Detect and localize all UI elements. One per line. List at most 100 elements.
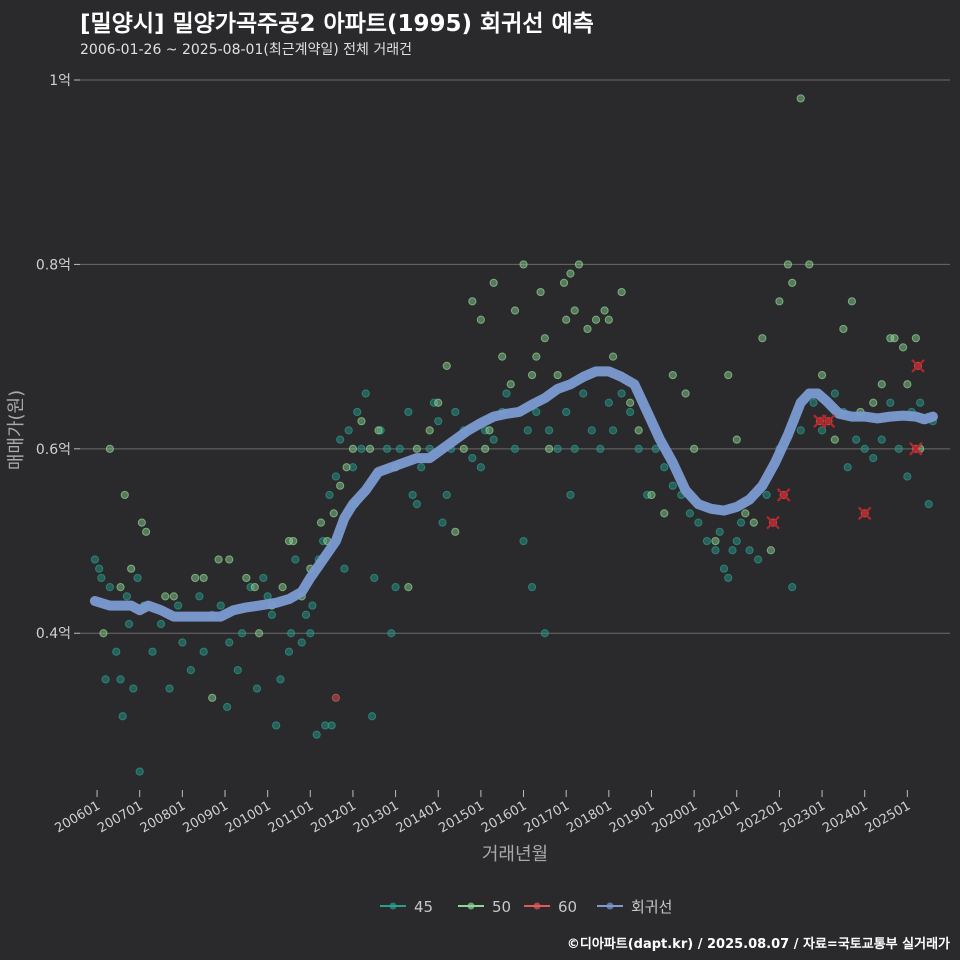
- point-50-92: [886, 334, 895, 343]
- point-45-130: [877, 435, 886, 444]
- point-45-101: [643, 490, 652, 500]
- point-50-47: [510, 306, 520, 315]
- point-50-5: [137, 518, 146, 527]
- point-50-87: [839, 324, 848, 334]
- point-50-8: [169, 592, 178, 601]
- point-45-3: [101, 675, 110, 684]
- point-45-133: [903, 472, 912, 481]
- point-45-12: [135, 767, 144, 776]
- point-50-69: [660, 509, 669, 518]
- legend-label-s50: 50: [492, 898, 511, 916]
- point-45-94: [587, 426, 596, 435]
- point-50-15: [250, 583, 259, 592]
- point-50-14: [242, 573, 251, 583]
- point-45-72: [442, 490, 451, 500]
- point-45-52: [348, 463, 358, 472]
- point-45-69: [429, 398, 439, 407]
- point-50-51: [536, 287, 545, 297]
- x-axis-title: 거래년월: [482, 844, 548, 865]
- point-50-91: [877, 380, 886, 389]
- point-45-55: [357, 444, 366, 453]
- point-45-102: [651, 444, 660, 453]
- point-45-61: [387, 629, 396, 638]
- point-50-78: [758, 334, 767, 343]
- legend-label-regression: 회귀선: [631, 898, 672, 916]
- cross-marker-6: [909, 442, 923, 456]
- y-tick-label-3: 1억: [49, 73, 71, 89]
- point-50-58: [570, 306, 579, 315]
- point-45-136: [924, 500, 933, 509]
- x-tick-label-11: 201701: [522, 798, 572, 836]
- point-50-79: [766, 546, 775, 555]
- point-50-95: [903, 380, 912, 389]
- point-45-48: [331, 472, 340, 481]
- x-tick-label-14: 202001: [650, 798, 700, 836]
- point-50-72: [690, 444, 699, 453]
- point-50-41: [476, 315, 485, 324]
- point-45-27: [237, 629, 247, 638]
- x-tick-label-8: 201401: [394, 798, 444, 836]
- point-45-93: [579, 389, 588, 398]
- regression-line: [89, 366, 938, 622]
- point-45-115: [736, 518, 746, 527]
- point-45-81: [502, 389, 511, 398]
- point-45-46: [325, 490, 334, 500]
- point-50-84: [805, 260, 814, 269]
- y-axis-title: 매매가(원): [6, 390, 27, 470]
- point-45-50: [340, 564, 349, 573]
- point-50-44: [489, 278, 498, 287]
- point-45-26: [233, 666, 242, 675]
- point-45-34: [276, 675, 285, 684]
- x-tick-label-2: 200801: [138, 798, 188, 836]
- point-50-67: [634, 426, 643, 435]
- point-45-71: [438, 518, 447, 527]
- footer-credit: ©디아파트(dapt.kr) / 2025.08.07 / 자료=국토교통부 실…: [566, 937, 950, 952]
- point-45-19: [186, 666, 195, 675]
- point-50-81: [783, 260, 793, 269]
- point-50-55: [559, 278, 569, 287]
- point-50-68: [647, 490, 656, 500]
- point-45-67: [417, 463, 426, 472]
- x-tick-label-17: 202301: [778, 798, 828, 836]
- point-50-52: [540, 334, 549, 343]
- x-tick-label-12: 201801: [564, 798, 614, 836]
- point-45-35: [284, 647, 294, 656]
- point-50-57: [566, 269, 575, 278]
- point-45-56: [361, 389, 370, 398]
- point-50-70: [668, 370, 677, 380]
- point-50-4: [127, 564, 136, 573]
- point-45-4: [105, 583, 114, 592]
- point-50-62: [600, 306, 609, 315]
- y-tick-label-1: 0.6억: [36, 442, 71, 458]
- point-45-76: [468, 453, 477, 463]
- point-50-45: [498, 352, 507, 361]
- point-45-109: [711, 546, 720, 555]
- point-45-60: [382, 444, 392, 453]
- x-tick-label-9: 201501: [436, 798, 486, 836]
- point-45-114: [732, 536, 741, 546]
- point-45-17: [173, 601, 183, 610]
- point-45-64: [404, 407, 413, 417]
- point-45-78: [481, 426, 490, 435]
- x-tick-label-0: 200601: [53, 798, 103, 836]
- point-45-98: [617, 389, 626, 398]
- x-tick-label-1: 200701: [95, 798, 145, 836]
- point-50-50: [532, 352, 541, 361]
- legend-dot-s60: [533, 902, 541, 910]
- point-50-49: [527, 370, 537, 380]
- point-50-18: [278, 583, 287, 592]
- point-50-86: [830, 435, 839, 444]
- point-45-44: [318, 536, 328, 546]
- point-50-59: [574, 260, 584, 269]
- point-45-116: [745, 546, 754, 555]
- point-45-1: [95, 564, 104, 573]
- point-50-28: [348, 444, 358, 453]
- point-45-29: [252, 684, 262, 693]
- point-45-18: [178, 638, 187, 647]
- point-45-106: [685, 509, 694, 518]
- point-50-77: [749, 518, 758, 527]
- point-45-104: [668, 481, 677, 490]
- point-45-49: [336, 435, 345, 444]
- point-50-88: [847, 297, 857, 306]
- point-45-85: [527, 583, 537, 592]
